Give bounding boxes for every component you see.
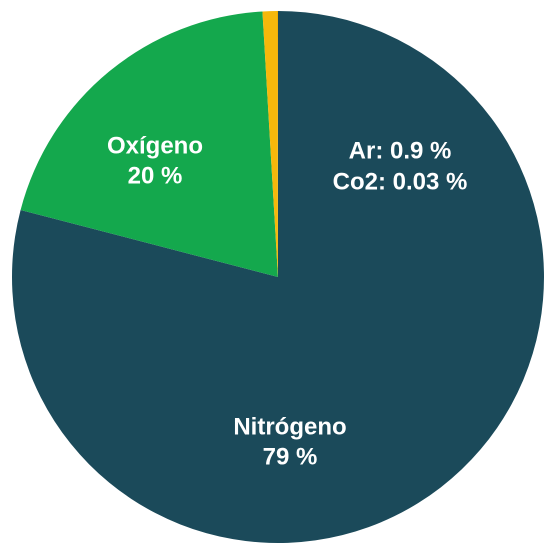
value-label: Ar: 0.9 % — [349, 137, 452, 164]
value-label: Co2: 0.03 % — [333, 168, 468, 195]
value-label: 20 % — [128, 162, 183, 189]
value-label: 79 % — [263, 443, 318, 470]
pie-slice — [20, 11, 279, 278]
slice-label: Nitrógeno — [233, 413, 346, 440]
pie-slice — [12, 11, 544, 543]
slice-label: Oxígeno — [107, 132, 203, 159]
pie-slice — [277, 11, 278, 277]
pie-slice — [262, 11, 278, 277]
